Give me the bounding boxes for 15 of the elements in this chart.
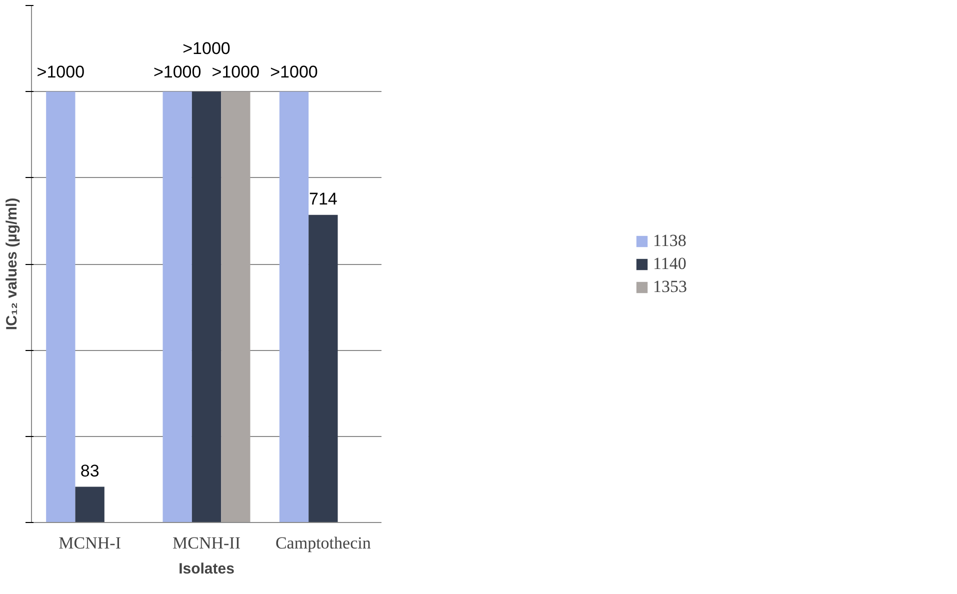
legend-label: 1140 xyxy=(653,254,686,274)
x-tick-label: MCNH-I xyxy=(58,534,122,552)
x-axis-title: Isolates xyxy=(178,560,234,578)
legend-label: 1138 xyxy=(653,230,686,250)
data-label: >1000 xyxy=(270,62,318,82)
x-tick-label: Camptothecin xyxy=(275,534,372,552)
data-label: >1000 xyxy=(36,62,85,82)
legend-label: 1353 xyxy=(653,276,687,296)
x-tick-label: MCNH-II xyxy=(172,534,241,552)
data-label: >1000 xyxy=(182,39,230,58)
data-label: 83 xyxy=(80,461,100,480)
data-label: >1000 xyxy=(153,62,202,82)
data-label: 714 xyxy=(308,190,338,209)
data-label: >1000 xyxy=(212,62,260,82)
y-axis-title: IC₁₂ values (µg/ml) xyxy=(4,198,20,330)
